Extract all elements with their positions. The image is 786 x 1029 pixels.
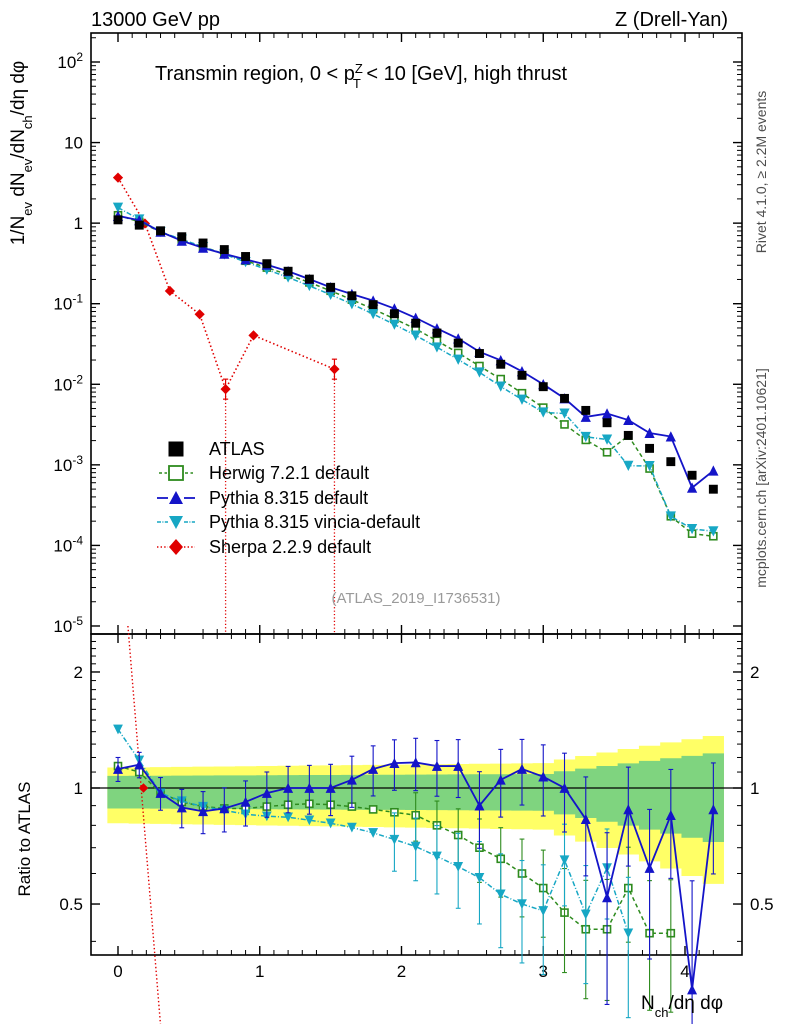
svg-text:1: 1 — [74, 779, 83, 798]
svg-text:2: 2 — [397, 962, 406, 981]
svg-text:0: 0 — [113, 962, 122, 981]
svg-text:1: 1 — [750, 779, 759, 798]
svg-text:ATLAS: ATLAS — [209, 439, 265, 459]
svg-text:mcplots.cern.ch [arXiv:2401.10: mcplots.cern.ch [arXiv:2401.10621] — [753, 368, 769, 587]
svg-text:1: 1 — [255, 962, 264, 981]
svg-text:Z (Drell-Yan): Z (Drell-Yan) — [615, 9, 728, 31]
svg-text:Ratio to ATLAS: Ratio to ATLAS — [15, 782, 34, 897]
svg-text:1: 1 — [74, 214, 83, 233]
svg-text:Pythia 8.315 default: Pythia 8.315 default — [209, 488, 368, 508]
svg-text:13000 GeV pp: 13000 GeV pp — [91, 9, 220, 31]
svg-text:2: 2 — [750, 663, 759, 682]
svg-text:Rivet 4.1.0, ≥ 2.2M events: Rivet 4.1.0, ≥ 2.2M events — [753, 91, 769, 254]
svg-text:(ATLAS_2019_I1736531): (ATLAS_2019_I1736531) — [331, 590, 500, 607]
svg-text:2: 2 — [74, 663, 83, 682]
svg-text:Sherpa 2.2.9 default: Sherpa 2.2.9 default — [209, 537, 371, 557]
svg-text:Herwig 7.2.1 default: Herwig 7.2.1 default — [209, 463, 369, 483]
svg-text:0.5: 0.5 — [750, 895, 774, 914]
svg-text:10: 10 — [64, 134, 83, 153]
svg-text:0.5: 0.5 — [59, 895, 83, 914]
svg-text:Pythia 8.315 vincia-default: Pythia 8.315 vincia-default — [209, 512, 420, 532]
